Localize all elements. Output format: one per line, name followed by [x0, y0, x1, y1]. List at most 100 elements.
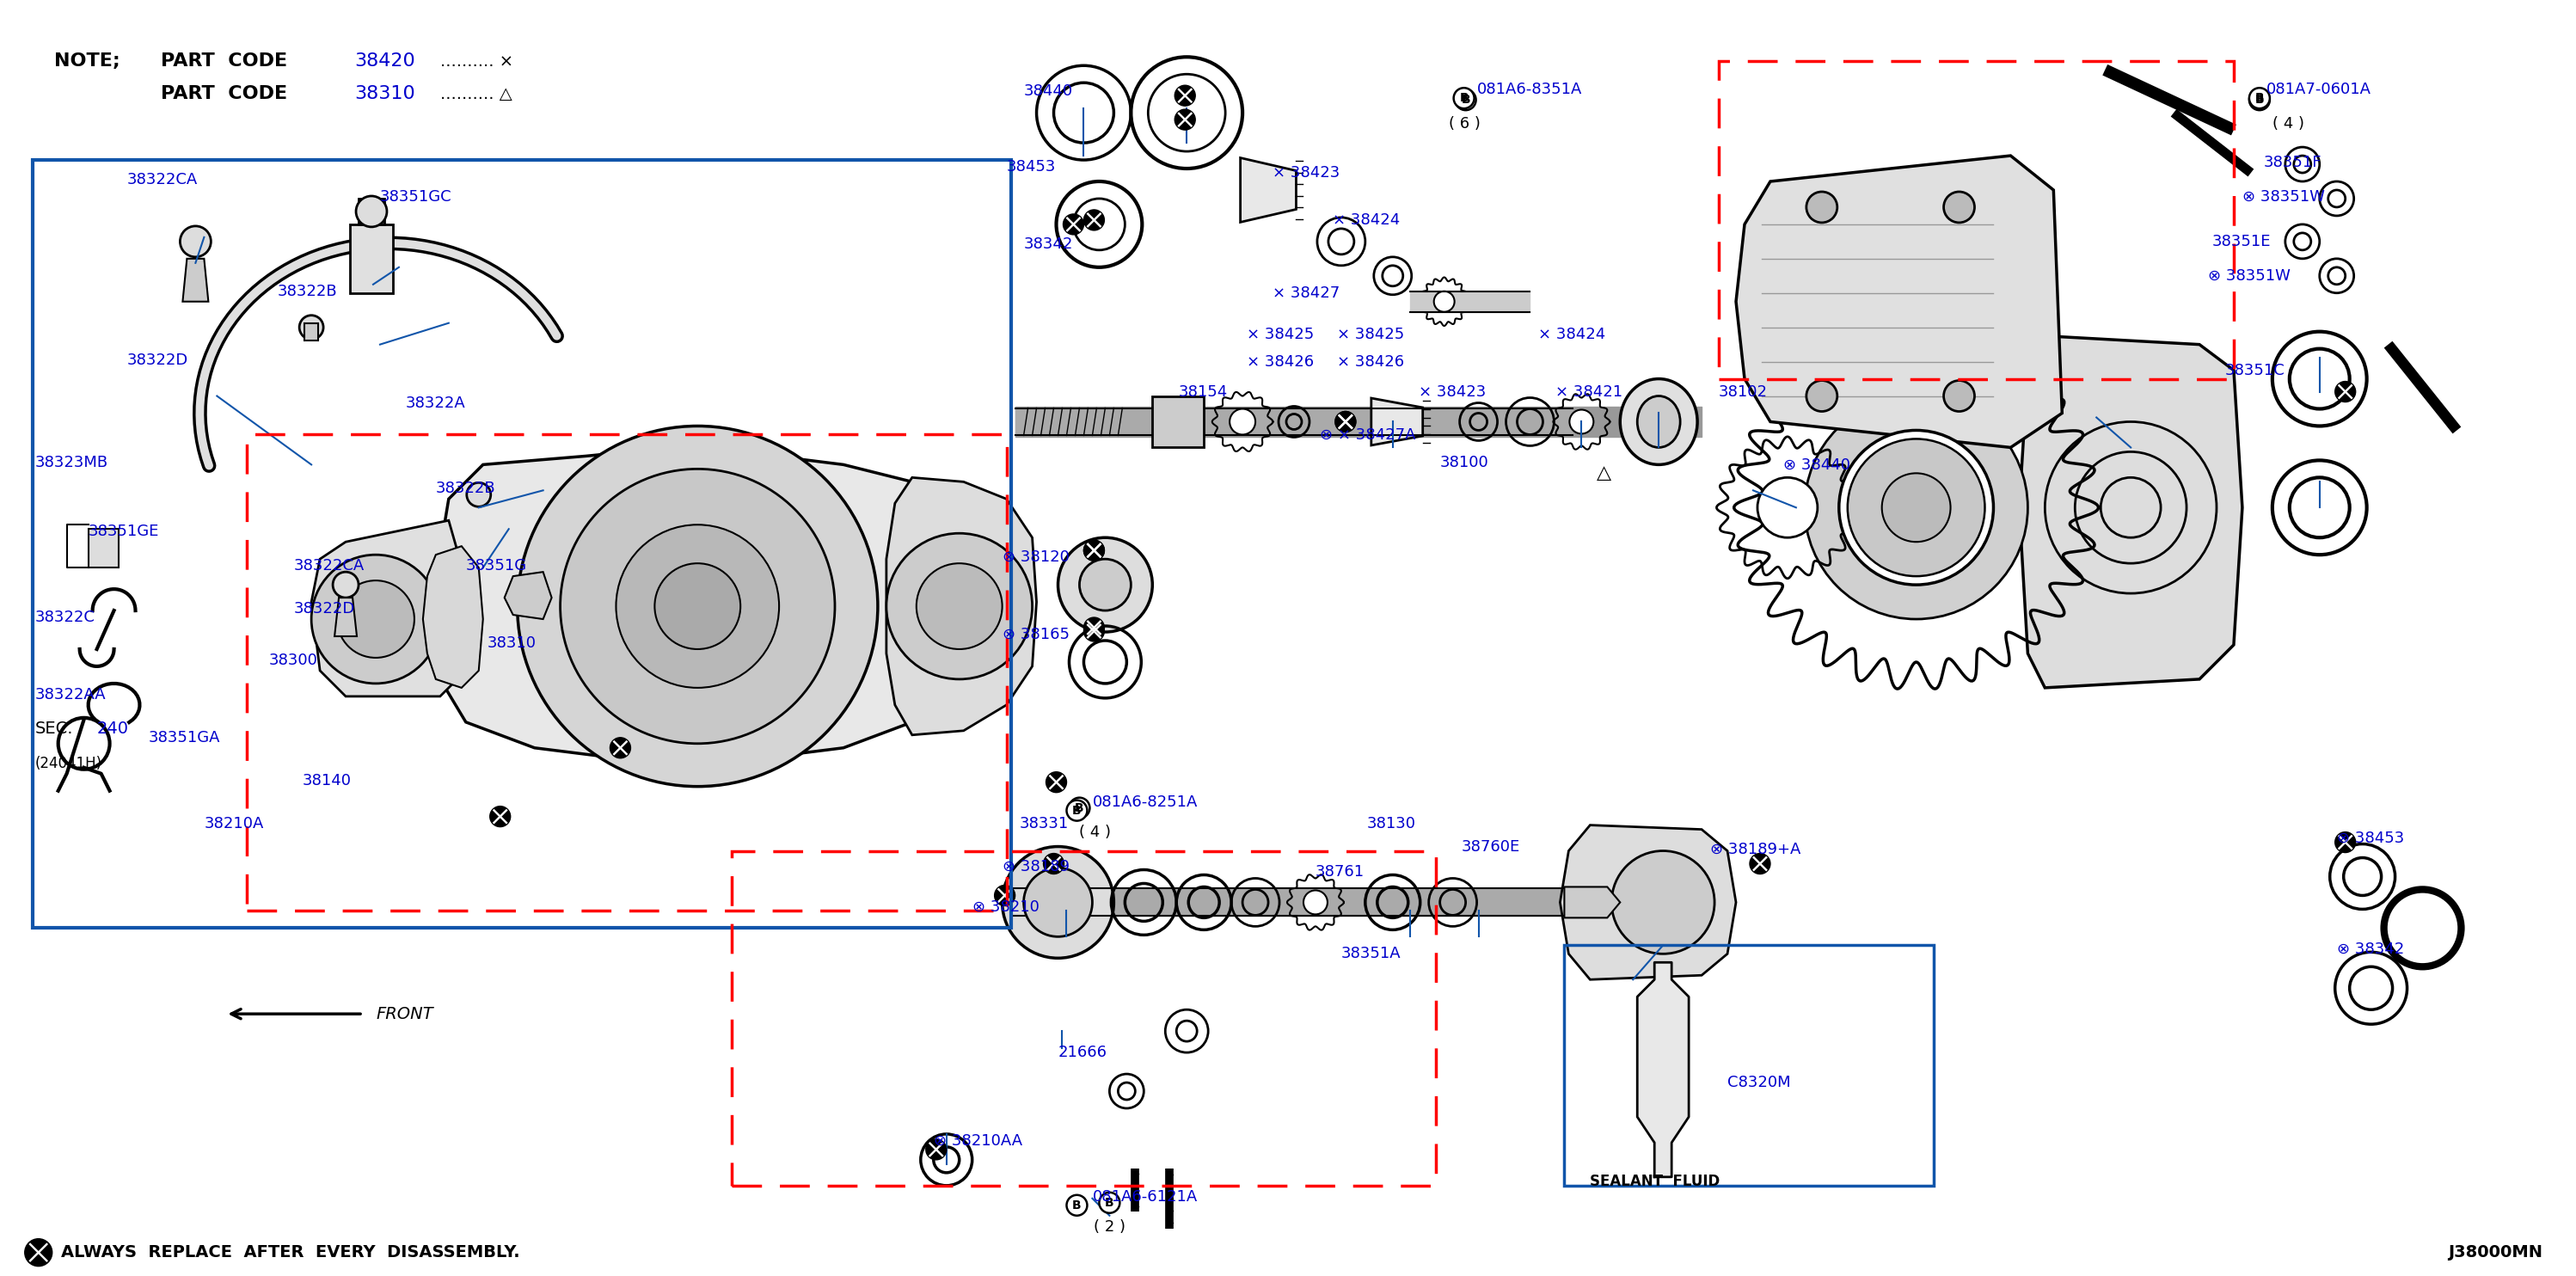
Circle shape	[1757, 477, 1819, 537]
Circle shape	[2334, 832, 2354, 852]
Text: ⊗ 38189: ⊗ 38189	[1002, 859, 1069, 874]
Text: 38760E: 38760E	[1461, 838, 1520, 855]
Circle shape	[180, 226, 211, 256]
Circle shape	[1613, 851, 1716, 954]
Circle shape	[489, 806, 510, 827]
Text: 240: 240	[98, 721, 129, 738]
Text: 38322CA: 38322CA	[294, 558, 366, 574]
Text: C8320M: C8320M	[1728, 1074, 1790, 1090]
Polygon shape	[1242, 158, 1296, 222]
Circle shape	[1084, 540, 1105, 560]
Text: × 38426: × 38426	[1337, 353, 1404, 369]
Circle shape	[1569, 410, 1595, 434]
Text: B: B	[1072, 1199, 1082, 1211]
Circle shape	[466, 482, 492, 507]
Text: 38440: 38440	[1023, 83, 1072, 100]
Circle shape	[1334, 411, 1355, 433]
Text: 21666: 21666	[1059, 1045, 1108, 1060]
Polygon shape	[183, 259, 209, 301]
Text: ⊗ 38165: ⊗ 38165	[1002, 627, 1069, 642]
Text: ( 4 ): ( 4 )	[2272, 116, 2303, 131]
Circle shape	[1100, 1192, 1121, 1213]
Text: ⊗ 38453: ⊗ 38453	[2336, 831, 2403, 846]
Text: 38210A: 38210A	[204, 815, 263, 831]
Text: × 38426: × 38426	[1247, 353, 1314, 369]
Text: 38322B: 38322B	[278, 283, 337, 299]
Bar	[358, 199, 384, 225]
Circle shape	[1749, 854, 1770, 874]
Text: 081A7-0601A: 081A7-0601A	[2267, 82, 2372, 97]
Text: B: B	[1072, 804, 1082, 817]
Circle shape	[26, 1239, 52, 1266]
Circle shape	[1839, 430, 1994, 584]
Circle shape	[1175, 85, 1195, 106]
Circle shape	[1069, 798, 1090, 818]
Text: 38351F: 38351F	[2264, 154, 2321, 170]
Text: 38322D: 38322D	[126, 352, 188, 367]
Circle shape	[994, 886, 1015, 906]
Circle shape	[1806, 380, 1837, 411]
Polygon shape	[886, 477, 1036, 735]
Text: ⊗ 38440: ⊗ 38440	[1783, 457, 1850, 472]
Text: B: B	[2254, 92, 2264, 105]
Text: 38322B: 38322B	[435, 481, 495, 496]
Circle shape	[886, 533, 1033, 679]
Text: SEC.: SEC.	[36, 721, 72, 738]
Text: 38322A: 38322A	[407, 396, 466, 411]
Circle shape	[917, 563, 1002, 649]
Polygon shape	[2020, 336, 2241, 688]
Text: ( 4 ): ( 4 )	[1079, 824, 1110, 840]
Text: 38342: 38342	[1023, 236, 1074, 251]
Text: 38351A: 38351A	[1342, 946, 1401, 962]
Text: 081A6-6121A: 081A6-6121A	[1092, 1189, 1198, 1205]
Text: ⊗ × 38427A: ⊗ × 38427A	[1319, 427, 1417, 443]
Bar	[247, 435, 1007, 911]
Circle shape	[925, 1139, 945, 1160]
Text: 38140: 38140	[304, 773, 353, 789]
Circle shape	[2334, 382, 2354, 402]
Text: 38331: 38331	[1020, 815, 1069, 831]
Text: 38351GC: 38351GC	[381, 189, 451, 204]
Text: 38102: 38102	[1718, 384, 1767, 399]
Text: × 38421: × 38421	[1556, 384, 1623, 399]
Text: B: B	[1461, 92, 1468, 105]
Text: ⊗ 38342: ⊗ 38342	[2336, 942, 2403, 957]
Circle shape	[1046, 772, 1066, 792]
Circle shape	[355, 197, 386, 227]
Text: 38322D: 38322D	[294, 601, 355, 616]
Circle shape	[2249, 89, 2269, 110]
Circle shape	[1303, 891, 1327, 915]
Text: 38761: 38761	[1316, 865, 1365, 880]
Circle shape	[1079, 559, 1131, 610]
Text: B: B	[1074, 801, 1084, 814]
Circle shape	[1066, 800, 1087, 820]
Text: B: B	[2254, 94, 2264, 106]
Polygon shape	[1561, 826, 1736, 980]
Bar	[1718, 61, 2233, 379]
Ellipse shape	[1620, 379, 1698, 464]
Circle shape	[518, 426, 878, 786]
Text: B: B	[1105, 1197, 1113, 1208]
Polygon shape	[1736, 156, 2063, 448]
Text: ⊗ 38351W: ⊗ 38351W	[2208, 268, 2290, 283]
Polygon shape	[1370, 398, 1422, 445]
Circle shape	[1847, 439, 1986, 577]
Circle shape	[1002, 846, 1113, 958]
Text: .......... ×: .......... ×	[440, 54, 513, 69]
Text: 38420: 38420	[355, 52, 415, 70]
Circle shape	[1883, 473, 1950, 542]
Polygon shape	[335, 597, 358, 637]
Text: ALWAYS  REPLACE  AFTER  EVERY  DISASSEMBLY.: ALWAYS REPLACE AFTER EVERY DISASSEMBLY.	[62, 1244, 520, 1261]
Bar	[350, 225, 394, 293]
Text: × 38427: × 38427	[1273, 286, 1340, 301]
Text: 38323MB: 38323MB	[36, 456, 108, 471]
Text: 38322AA: 38322AA	[36, 686, 106, 702]
Bar	[1564, 946, 1935, 1185]
Text: 38351G: 38351G	[466, 558, 528, 574]
Ellipse shape	[1638, 396, 1680, 448]
Text: FRONT: FRONT	[376, 1005, 433, 1022]
Text: 38310: 38310	[355, 85, 415, 102]
Circle shape	[611, 738, 631, 758]
Polygon shape	[422, 546, 484, 688]
Circle shape	[654, 563, 739, 649]
